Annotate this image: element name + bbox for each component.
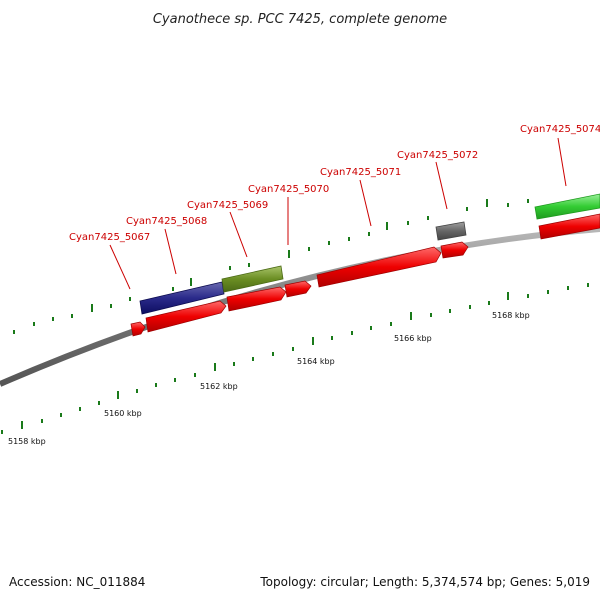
genome-summary-text: Topology: circular; Length: 5,374,574 bp… (259, 575, 590, 589)
genome-backbone (0, 226, 600, 387)
upper-gene-track (139, 193, 600, 315)
label-leader-lines (109, 137, 567, 290)
gene-label-5074[interactable]: Cyan7425_5074 (520, 124, 600, 135)
leader-line (164, 228, 177, 275)
gene-label-5067[interactable]: Cyan7425_5067 (69, 232, 150, 243)
gene-label-5072[interactable]: Cyan7425_5072 (397, 150, 478, 161)
gene-red-arrow[interactable] (145, 300, 227, 333)
gene-5071-arrow[interactable] (316, 246, 442, 288)
gene-label-5070[interactable]: Cyan7425_5070 (248, 184, 329, 195)
lower-gene-track (130, 213, 600, 337)
inner-tick-track (1, 283, 589, 434)
leader-line (435, 161, 448, 210)
gene-5072-bar[interactable] (435, 221, 467, 241)
leader-line (109, 244, 131, 290)
kbp-label: 5158 kbp (8, 437, 46, 446)
outer-tick-track (13, 199, 529, 334)
gene-5070-arrow[interactable] (284, 280, 312, 298)
gene-red-arrow[interactable] (440, 241, 469, 259)
gene-label-5071[interactable]: Cyan7425_5071 (320, 167, 401, 178)
gene-red-arrow[interactable] (226, 286, 287, 312)
kbp-labels: 5158 kbp 5160 kbp 5162 kbp 5164 kbp 5166… (8, 311, 530, 446)
kbp-label: 5164 kbp (297, 357, 335, 366)
leader-line (359, 179, 372, 227)
accession-text: Accession: NC_011884 (9, 575, 145, 589)
gene-labels: Cyan7425_5067 Cyan7425_5068 Cyan7425_506… (69, 124, 600, 243)
leader-line (229, 211, 248, 258)
gene-label-5069[interactable]: Cyan7425_5069 (187, 200, 268, 211)
gene-5067-arrow[interactable] (130, 321, 146, 337)
gene-5068-bar[interactable] (139, 281, 225, 315)
gene-5074-bar[interactable] (534, 193, 600, 220)
kbp-label: 5166 kbp (394, 334, 432, 343)
kbp-label: 5162 kbp (200, 382, 238, 391)
map-title: Cyanothece sp. PCC 7425, complete genome (153, 12, 447, 27)
kbp-label: 5160 kbp (104, 409, 142, 418)
gene-5069-bar[interactable] (221, 265, 284, 293)
gene-label-5068[interactable]: Cyan7425_5068 (126, 216, 207, 227)
gene-red-arrow[interactable] (538, 213, 600, 240)
leader-line (557, 137, 567, 187)
kbp-label: 5168 kbp (492, 311, 530, 320)
